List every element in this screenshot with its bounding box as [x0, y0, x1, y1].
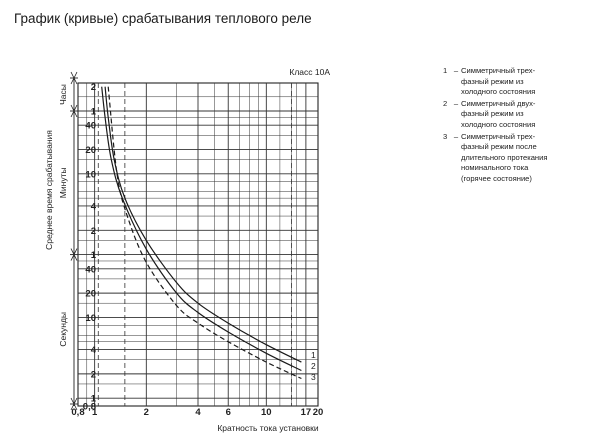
legend-item-text: Симметричный трех- фазный режим из холод… [461, 66, 583, 98]
legend-item-text: Симметричный трех- фазный режим после дл… [461, 132, 583, 185]
band-arrow [70, 397, 78, 405]
legend-line: (горячее состояние) [461, 173, 532, 183]
legend: 1 – Симметричный трех- фазный режим из х… [443, 66, 583, 186]
legend-item-dash: – [453, 66, 459, 75]
y-band-label: Секунды [58, 312, 68, 347]
chart-axes: 0,8 1 2 4 6 10 17 20214020104214020104210,8Часы… [58, 71, 324, 418]
x-tick-label: 4 [195, 407, 201, 418]
x-tick-label: 10 [261, 407, 272, 418]
series-2-line [101, 86, 302, 372]
y-tick-label: 2 [91, 226, 96, 237]
legend-line: фазный режим после [461, 142, 537, 152]
y-tick-label: 20 [85, 145, 96, 156]
legend-line: Симметричный трех- [461, 66, 536, 75]
x-tick-label: 6 [226, 407, 231, 418]
y-tick-label: 1 [91, 107, 97, 118]
series-2-label: 2 [311, 361, 316, 371]
y-tick-label: 40 [85, 121, 96, 132]
legend-line: длительного протекания [461, 152, 548, 162]
reference-lines [97, 83, 292, 406]
series-3-line [107, 86, 302, 380]
x-tick-label: 2 [144, 407, 149, 418]
y-band-label: Часы [58, 84, 68, 105]
x-axis-label: Кратность тока установки [217, 423, 319, 433]
legend-line: фазный режим из [461, 76, 524, 86]
x-tick-label: 20 [313, 407, 324, 418]
y-tick-label: 2 [91, 82, 96, 93]
legend-item-number: 3 [443, 131, 448, 141]
legend-item-number: 2 [443, 98, 448, 108]
y-tick-label: 0,8 [83, 402, 96, 413]
legend-item-number: 1 [443, 66, 448, 75]
legend-line: холодного состояния [461, 87, 536, 97]
series-1-line [104, 86, 302, 363]
y-tick-label: 4 [91, 201, 97, 212]
legend-line: Симметричный трех- [461, 131, 536, 141]
y-axis-label: Среднее время срабатывания [44, 130, 54, 250]
legend-item-dash: – [453, 98, 459, 108]
y-tick-label: 1 [91, 394, 97, 405]
page-title: График (кривые) срабатывания теплового р… [14, 11, 312, 26]
legend-item-3: 3 – Симметричный трех- фазный режим посл… [443, 132, 583, 185]
y-tick-label: 4 [91, 345, 97, 356]
x-tick-label: 1 [92, 407, 98, 418]
y-tick-label: 1 [91, 250, 97, 261]
y-band-label: Минуты [58, 167, 68, 198]
y-tick-label: 2 [91, 369, 96, 380]
legend-item-2: 2 – Симметричный двух- фазный режим из х… [443, 99, 583, 131]
series-1-label: 1 [311, 350, 316, 360]
y-tick-label: 10 [85, 313, 96, 324]
legend-item-text: Симметричный двух- фазный режим из холод… [461, 99, 583, 131]
chart-annotation: Класс 10А [289, 67, 330, 77]
x-tick-label: 17 [301, 407, 312, 418]
legend-line: номинального тока [461, 163, 529, 173]
y-tick-label: 40 [85, 264, 96, 275]
y-tick-label: 10 [85, 169, 96, 180]
legend-line: Симметричный двух- [461, 98, 536, 108]
series-3-label: 3 [311, 372, 316, 382]
y-tick-label: 20 [85, 289, 96, 300]
band-arrow [70, 104, 78, 112]
legend-item-dash: – [453, 131, 459, 141]
legend-item-1: 1 – Симметричный трех- фазный режим из х… [443, 66, 583, 98]
legend-line: холодного состояния [461, 119, 536, 129]
band-arrow [70, 71, 78, 79]
chart-series: 123 [101, 86, 316, 382]
x-tick-label: 0,8 [71, 407, 84, 418]
chart-grid [77, 82, 319, 407]
band-arrow [70, 248, 78, 256]
legend-line: фазный режим из [461, 109, 524, 119]
